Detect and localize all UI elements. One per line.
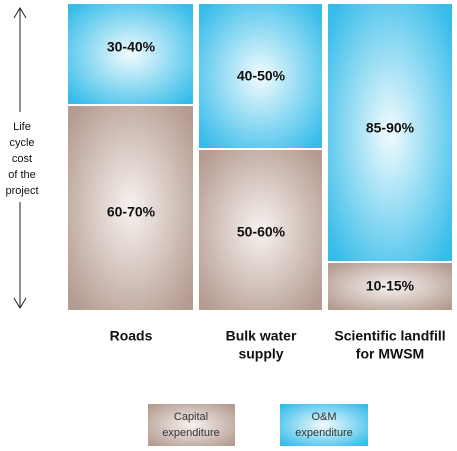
column-label: for MWSM <box>356 346 424 362</box>
arrow-head <box>13 297 27 309</box>
column-label: Scientific landfill <box>334 328 445 344</box>
capital-share: 60-70% <box>107 204 156 220</box>
axis <box>13 7 27 309</box>
legend-om <box>280 404 368 446</box>
om-share: 40-50% <box>237 68 286 84</box>
om-box <box>68 4 193 104</box>
column-label: Roads <box>110 328 153 344</box>
capital-box <box>328 263 452 310</box>
column-label: Bulk water <box>226 328 297 344</box>
axis-label: project <box>5 185 38 197</box>
capital-box <box>68 106 193 310</box>
column-label: supply <box>238 346 283 362</box>
legend-label: expenditure <box>162 427 220 439</box>
axis-label: cycle <box>9 137 34 149</box>
om-box <box>199 4 322 148</box>
axis-label: of the <box>8 169 36 181</box>
capital-box <box>199 150 322 310</box>
legend-capital <box>148 404 235 446</box>
capital-share: 10-15% <box>366 278 415 294</box>
om-share: 30-40% <box>107 39 156 55</box>
capital-share: 50-60% <box>237 224 286 240</box>
arrow-head <box>13 7 27 19</box>
om-box <box>328 4 452 261</box>
axis-label: cost <box>12 153 32 165</box>
legend-label: Capital <box>174 411 208 423</box>
om-share: 85-90% <box>366 120 415 136</box>
axis-label: Life <box>13 121 31 133</box>
legend-label: expenditure <box>295 427 353 439</box>
legend-label: O&M <box>311 411 336 423</box>
